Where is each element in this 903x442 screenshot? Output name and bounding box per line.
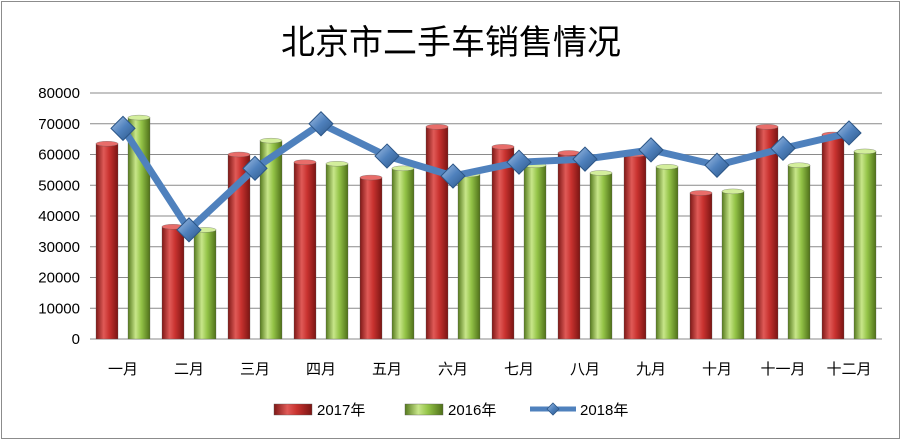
x-tick-label: 五月 (372, 360, 402, 378)
legend-label: 2016年 (448, 402, 496, 419)
bar-2017 (689, 190, 713, 340)
x-tick-label: 十月 (702, 360, 732, 378)
gridlines (90, 92, 882, 340)
chart-title: 北京市二手车销售情况 (281, 23, 621, 63)
bar-2017 (557, 150, 581, 340)
legend-label: 2017年 (317, 402, 365, 419)
x-tick-label: 一月 (108, 360, 138, 378)
bar-2016 (325, 161, 349, 340)
bar-2016 (259, 138, 283, 340)
bar-2017 (821, 131, 845, 340)
y-tick-label: 80000 (38, 85, 80, 102)
line-point-2018 (176, 217, 202, 243)
x-tick-label: 四月 (306, 360, 336, 378)
y-axis-ticks: 0 10000 20000 30000 40000 50000 60000 70000 8000… (38, 85, 80, 348)
line-point-2018 (374, 143, 400, 169)
bar-2017 (491, 144, 515, 340)
x-tick-label: 二月 (174, 360, 204, 378)
bar-2016 (127, 114, 151, 340)
legend-item: 2017年 (273, 402, 365, 419)
bar-2016 (391, 165, 415, 340)
bar-2016 (853, 148, 877, 340)
legend-label: 2018年 (580, 402, 628, 419)
line-point-2018 (308, 111, 334, 137)
line-point-2018 (110, 115, 136, 142)
y-tick-label: 10000 (38, 300, 80, 317)
bar-2016 (457, 171, 481, 340)
line-point-2018 (770, 135, 796, 162)
bar-2017 (755, 124, 779, 340)
x-tick-label: 六月 (438, 360, 468, 378)
x-axis-ticks: 一月 二月 三月 四月 五月 六月 七月 八月 九月 十月 十一月 十二月 (108, 360, 872, 378)
line-point-2018 (704, 152, 730, 178)
bar-2016 (523, 162, 547, 340)
line-point-2018 (572, 146, 598, 172)
bar-2017 (623, 151, 647, 340)
y-tick-label: 30000 (38, 239, 80, 256)
line-point-2018 (506, 149, 532, 175)
bar-2016 (589, 170, 613, 340)
bar-2017 (359, 174, 383, 340)
bar-2016 (193, 227, 217, 340)
bar-2017 (425, 124, 449, 340)
line-point-2018 (440, 163, 466, 189)
bars (95, 114, 877, 340)
x-tick-label: 十二月 (826, 360, 871, 378)
bar-2016 (655, 164, 679, 340)
line-point-2018 (836, 120, 862, 146)
bar-2017 (95, 141, 119, 340)
line-point-2018 (638, 137, 664, 163)
legend-swatch (273, 403, 313, 416)
legend-item: 2018年 (530, 402, 628, 419)
legend-item: 2016年 (404, 402, 496, 419)
bar-2017 (293, 159, 317, 340)
y-tick-label: 60000 (38, 147, 80, 164)
legend-swatch (404, 403, 444, 416)
legend-marker (546, 402, 560, 416)
x-tick-label: 七月 (504, 360, 534, 378)
x-tick-label: 九月 (636, 360, 666, 378)
y-tick-label: 20000 (38, 270, 80, 287)
y-tick-label: 70000 (38, 116, 80, 133)
bar-2016 (721, 188, 745, 340)
y-tick-label: 0 (72, 331, 80, 348)
line-series (110, 111, 862, 243)
x-tick-label: 十一月 (760, 360, 805, 378)
x-tick-label: 八月 (570, 360, 600, 378)
y-tick-label: 40000 (38, 208, 80, 225)
bar-2017 (227, 151, 251, 340)
line-point-2018 (242, 155, 268, 182)
bar-2017 (161, 224, 185, 340)
legend: 2017年 2016年 2018年 (273, 402, 628, 419)
x-tick-label: 三月 (240, 360, 270, 378)
y-tick-label: 50000 (38, 177, 80, 194)
bar-2016 (787, 162, 811, 340)
line-2018 (119, 120, 853, 234)
